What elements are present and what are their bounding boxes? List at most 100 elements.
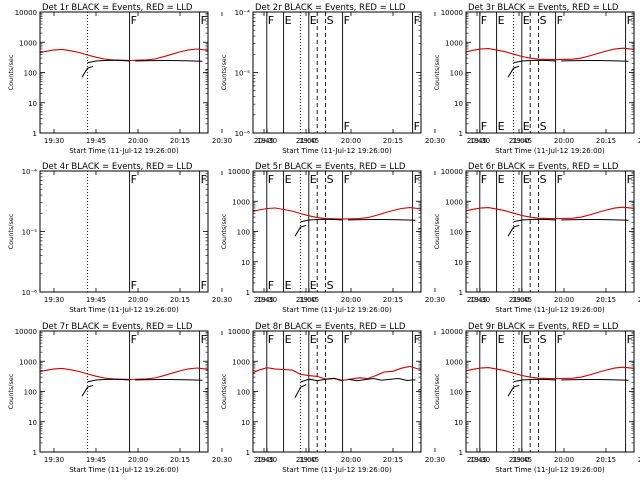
event-marker-label: E bbox=[285, 14, 292, 27]
x-tick-label: 20:30 bbox=[638, 456, 640, 464]
y-axis-label: Counts/sec bbox=[220, 54, 228, 90]
y-axis-label: Counts/sec bbox=[7, 54, 15, 90]
x-tick-label: 20:45 bbox=[467, 137, 487, 145]
lld-line bbox=[40, 367, 208, 381]
x-tick-label: 20:45 bbox=[467, 456, 487, 464]
panel-title: Det 4r BLACK = Events, RED = LLD bbox=[42, 162, 193, 172]
event-marker-label: F bbox=[414, 14, 420, 27]
events-line bbox=[87, 59, 130, 64]
y-tick-label: 1 bbox=[33, 449, 37, 457]
y-tick-label: 10 bbox=[241, 259, 250, 267]
x-tick-label: 20:15 bbox=[383, 456, 403, 464]
event-marker-label: F bbox=[414, 173, 420, 186]
x-tick-label: 20:15 bbox=[170, 456, 190, 464]
event-marker-label: F bbox=[131, 333, 137, 346]
y-tick-label: 10⁻⁴ bbox=[22, 168, 38, 176]
event-marker-label: E bbox=[498, 120, 505, 133]
panel-title: Det 9r BLACK = Events, RED = LLD bbox=[468, 322, 619, 332]
events-line bbox=[205, 387, 208, 390]
events-line bbox=[507, 65, 520, 78]
event-marker-label: F bbox=[344, 333, 350, 346]
events-line bbox=[507, 384, 520, 397]
x-tick-label: 21:00 bbox=[296, 456, 316, 464]
event-marker-label: F bbox=[414, 120, 420, 133]
y-tick-label: 1000 bbox=[19, 39, 37, 47]
y-tick-label: 1 bbox=[246, 449, 250, 457]
y-axis-label: Counts/sec bbox=[220, 373, 228, 409]
event-marker-label: E bbox=[498, 333, 505, 346]
events-line bbox=[300, 218, 343, 223]
detector-panel: Det 7r BLACK = Events, RED = LLD Counts/s… bbox=[7, 322, 334, 474]
event-marker-label: F bbox=[481, 333, 487, 346]
event-marker-label: F bbox=[557, 14, 563, 27]
event-marker-label: F bbox=[344, 120, 350, 133]
lld-line bbox=[466, 366, 634, 380]
y-axis-label: Counts/sec bbox=[433, 213, 441, 249]
events-line bbox=[561, 60, 629, 62]
x-tick-label: 20:00 bbox=[341, 137, 361, 145]
x-tick-label: 19:45 bbox=[86, 137, 106, 145]
lld-line bbox=[253, 207, 421, 220]
event-marker-label: F bbox=[481, 120, 487, 133]
plot-frame bbox=[39, 330, 209, 453]
event-marker-label: F bbox=[201, 333, 207, 346]
event-marker-label: F bbox=[201, 14, 207, 27]
y-tick-label: 10⁻⁵ bbox=[235, 70, 251, 78]
event-marker-label: E bbox=[310, 333, 317, 346]
event-marker-label: F bbox=[557, 333, 563, 346]
x-tick-label: 19:30 bbox=[44, 137, 64, 145]
events-line bbox=[507, 224, 520, 237]
event-marker-label: E bbox=[498, 14, 505, 27]
plot-frame bbox=[465, 330, 635, 453]
x-tick-label: 20:15 bbox=[383, 296, 403, 304]
x-tick-label: 19:30 bbox=[470, 137, 490, 145]
event-marker-label: F bbox=[481, 14, 487, 27]
event-marker-label: S bbox=[540, 14, 547, 27]
event-marker-label: S bbox=[327, 14, 334, 27]
x-tick-label: 20:15 bbox=[383, 137, 403, 145]
event-marker-label: F bbox=[414, 333, 420, 346]
x-axis-label: Start Time (11-Jul-12 19:26:00) bbox=[69, 306, 179, 314]
y-tick-label: 100 bbox=[450, 229, 463, 237]
x-axis-label: Start Time (11-Jul-12 19:26:00) bbox=[282, 306, 392, 314]
event-marker-label: F bbox=[131, 14, 137, 27]
y-tick-label: 10000 bbox=[15, 328, 37, 336]
events-line bbox=[270, 60, 312, 71]
x-tick-label: 20:30 bbox=[425, 456, 445, 464]
events-line bbox=[483, 378, 525, 390]
x-axis-label: Start Time (11-Jul-12 19:26:00) bbox=[282, 466, 392, 474]
x-tick-label: 19:45 bbox=[86, 456, 106, 464]
y-tick-label: 10 bbox=[28, 100, 37, 108]
events-line bbox=[561, 379, 629, 381]
events-line bbox=[631, 68, 634, 71]
event-marker-label: E bbox=[285, 173, 292, 186]
y-tick-label: 1000 bbox=[232, 358, 250, 366]
y-tick-label: 1000 bbox=[232, 198, 250, 206]
panel-title: Det 6r BLACK = Events, RED = LLD bbox=[468, 162, 619, 172]
y-tick-label: 1000 bbox=[19, 358, 37, 366]
x-tick-label: 19:30 bbox=[44, 296, 64, 304]
x-tick-label: 19:30 bbox=[470, 456, 490, 464]
detector-panel: Det 3r BLACK = Events, RED = LLD Counts/s… bbox=[433, 3, 640, 155]
y-tick-label: 1000 bbox=[445, 39, 463, 47]
detector-panel: Det 4r BLACK = Events, RED = LLD Counts/s… bbox=[7, 162, 334, 314]
x-tick-label: 19:30 bbox=[257, 456, 277, 464]
y-tick-label: 1000 bbox=[445, 358, 463, 366]
event-marker-label: S bbox=[327, 173, 334, 186]
event-marker-label: F bbox=[268, 279, 274, 292]
x-tick-label: 21:00 bbox=[296, 296, 316, 304]
y-axis-label: Counts/sec bbox=[433, 373, 441, 409]
event-marker-label: E bbox=[523, 14, 530, 27]
x-tick-label: 20:45 bbox=[254, 137, 274, 145]
event-marker-label: F bbox=[344, 173, 350, 186]
y-tick-label: 10⁻⁴ bbox=[235, 9, 251, 17]
y-tick-label: 10000 bbox=[441, 168, 463, 176]
detector-panel: Det 5r BLACK = Events, RED = LLD Counts/s… bbox=[220, 162, 547, 314]
x-tick-label: 20:15 bbox=[170, 296, 190, 304]
x-tick-label: 20:30 bbox=[425, 137, 445, 145]
events-line bbox=[294, 384, 307, 398]
event-marker-label: E bbox=[310, 279, 317, 292]
event-marker-label: E bbox=[310, 173, 317, 186]
x-tick-label: 19:45 bbox=[299, 296, 319, 304]
x-axis-label: Start Time (11-Jul-12 19:26:00) bbox=[495, 147, 605, 155]
